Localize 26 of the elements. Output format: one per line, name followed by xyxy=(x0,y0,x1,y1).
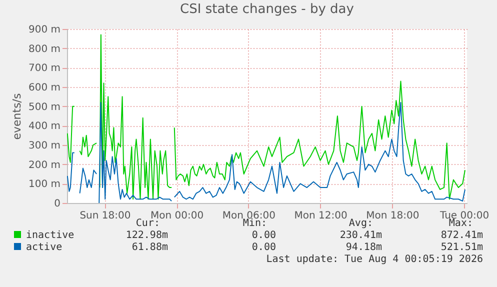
chart-title: CSI state changes - by day xyxy=(180,2,354,17)
text: 230.41m xyxy=(340,230,382,241)
y-tick-label: 100 m xyxy=(28,179,60,190)
text: 94.18m xyxy=(346,242,382,253)
y-tick-label: 700 m xyxy=(28,63,60,74)
y-tick-label: 600 m xyxy=(28,82,60,94)
y-tick-label: 400 m xyxy=(28,121,60,132)
y-tick-label: 900 m xyxy=(28,24,60,36)
text: Last update: Tue Aug 4 00:05:19 2026 xyxy=(266,254,483,265)
y-tick-label: 0 xyxy=(54,198,60,210)
x-tick-label: Mon 12:00 xyxy=(294,210,348,222)
y-tick-label: 500 m xyxy=(28,102,60,113)
text: 0.00 xyxy=(252,230,276,241)
legend-label: active xyxy=(26,242,62,253)
y-tick-label: 300 m xyxy=(28,140,60,152)
text: Max: xyxy=(448,218,473,229)
y-tick-label: 800 m xyxy=(28,44,60,55)
text: 61.88m xyxy=(132,242,168,253)
text: 122.98m xyxy=(126,230,168,241)
legend-label: inactive xyxy=(26,230,74,241)
text: 521.51m xyxy=(440,242,483,253)
y-axis-title: events/s xyxy=(10,92,24,140)
x-tick-label: Sun 18:00 xyxy=(80,210,131,222)
text: 0.00 xyxy=(252,242,276,253)
y-tick-label: 200 m xyxy=(28,160,60,171)
text: 872.41m xyxy=(440,230,483,241)
